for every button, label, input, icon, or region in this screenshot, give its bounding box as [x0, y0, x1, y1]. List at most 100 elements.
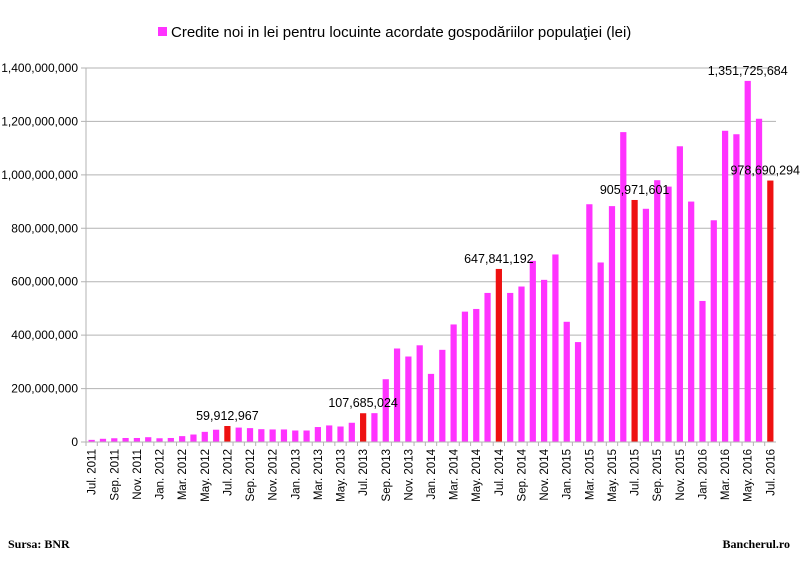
x-tick-label: May. 2016 — [743, 449, 755, 502]
bar — [552, 254, 559, 442]
bar — [314, 427, 321, 442]
bar — [563, 321, 570, 442]
x-tick-label: Jul. 2011 — [87, 449, 99, 495]
data-label: 1,351,725,684 — [708, 64, 788, 78]
y-tick-label: 400,000,000 — [11, 328, 78, 342]
bar — [371, 413, 378, 442]
bar — [608, 206, 616, 442]
x-tick-label: Nov. 2014 — [539, 448, 551, 500]
bar — [461, 311, 469, 442]
bar — [541, 279, 548, 442]
x-tick-label: Jan. 2016 — [697, 449, 709, 500]
bar — [156, 438, 163, 442]
x-tick-label: Jul. 2015 — [630, 449, 642, 496]
bar — [495, 268, 502, 442]
bar — [529, 260, 536, 442]
bar — [665, 186, 672, 442]
bar — [699, 300, 706, 442]
bar — [246, 428, 254, 442]
x-tick-label: Jan. 2012 — [155, 449, 167, 500]
x-tick-label: May. 2015 — [607, 449, 619, 502]
bar — [292, 430, 299, 442]
x-tick-label: Jan. 2014 — [426, 448, 438, 499]
x-tick-label: Jan. 2015 — [562, 449, 574, 500]
y-tick-label: 800,000,000 — [11, 221, 78, 235]
x-tick-label: Mar. 2016 — [720, 449, 732, 500]
bar — [337, 426, 344, 442]
data-label: 107,685,024 — [328, 396, 398, 410]
x-tick-label: Jul. 2012 — [222, 449, 234, 496]
bar — [586, 204, 593, 442]
bar-series — [88, 80, 774, 443]
bar — [201, 431, 208, 442]
bar — [88, 439, 95, 442]
y-tick-label: 200,000,000 — [11, 382, 78, 396]
bar — [303, 430, 310, 442]
bar — [348, 422, 355, 442]
bar — [439, 349, 446, 442]
x-tick-label: May. 2014 — [471, 448, 483, 501]
bar — [405, 356, 412, 442]
bar — [767, 180, 774, 443]
x-tick-label: Jul. 2013 — [358, 449, 370, 496]
bar — [473, 308, 480, 442]
y-tick-label: 1,000,000,000 — [1, 168, 78, 182]
brand-note: Bancherul.ro — [722, 537, 790, 551]
bar — [122, 437, 129, 442]
bar — [326, 425, 333, 442]
bar — [416, 345, 423, 442]
bar — [676, 146, 683, 442]
data-label: 647,841,192 — [464, 252, 534, 266]
x-tick-label: Sep. 2011 — [109, 449, 121, 501]
bar — [280, 429, 288, 442]
bar — [574, 342, 582, 442]
bar — [224, 425, 231, 442]
bar — [111, 438, 118, 442]
legend-label: Credite noi in lei pentru locuinte acord… — [171, 24, 631, 41]
bar — [688, 201, 695, 442]
bar — [145, 437, 152, 442]
x-tick-label: Sep. 2013 — [381, 449, 393, 501]
bar — [235, 427, 242, 442]
bar — [710, 220, 717, 442]
bar — [450, 324, 457, 442]
bar — [620, 132, 627, 442]
x-tick-label: Sep. 2012 — [245, 449, 257, 501]
data-labels: 59,912,967 107,685,024 647,841,192 905,971,… — [196, 64, 800, 423]
bar — [597, 262, 604, 442]
bar — [755, 118, 763, 442]
x-tick-label: Nov. 2012 — [268, 449, 280, 501]
data-label: 59,912,967 — [196, 409, 259, 423]
x-tick-label: Nov. 2015 — [675, 449, 687, 501]
bar — [744, 80, 751, 442]
x-tick-label: Mar. 2014 — [449, 448, 461, 500]
bar — [642, 208, 650, 442]
data-label: 905,971,601 — [600, 183, 670, 197]
x-tick-label: May. 2013 — [336, 449, 348, 502]
bar — [179, 436, 186, 442]
bar — [484, 292, 491, 442]
source-note: Sursa: BNR — [8, 537, 70, 551]
grid-lines — [81, 67, 776, 443]
bar — [382, 379, 389, 442]
x-tick-label: Mar. 2012 — [177, 449, 189, 500]
x-axis: Jul. 2011 Sep. 2011 Nov. 2011 Jan. 2012 Mar.… — [85, 441, 777, 502]
y-tick-label: 1,200,000,000 — [1, 114, 78, 128]
bar — [393, 348, 401, 442]
x-tick-label: Jan. 2013 — [290, 449, 302, 500]
bar — [269, 429, 276, 442]
bar — [507, 292, 514, 442]
bar — [360, 413, 367, 442]
bar — [721, 130, 729, 442]
x-tick-label: Nov. 2011 — [132, 449, 144, 500]
bar — [190, 434, 197, 442]
bar — [631, 199, 638, 442]
bar — [733, 134, 740, 442]
legend-swatch — [158, 27, 167, 36]
bar — [99, 438, 107, 442]
bar — [167, 437, 174, 442]
x-tick-label: Mar. 2013 — [313, 449, 325, 500]
x-tick-label: Jul. 2016 — [765, 449, 777, 496]
x-tick-label: Sep. 2014 — [516, 448, 528, 501]
